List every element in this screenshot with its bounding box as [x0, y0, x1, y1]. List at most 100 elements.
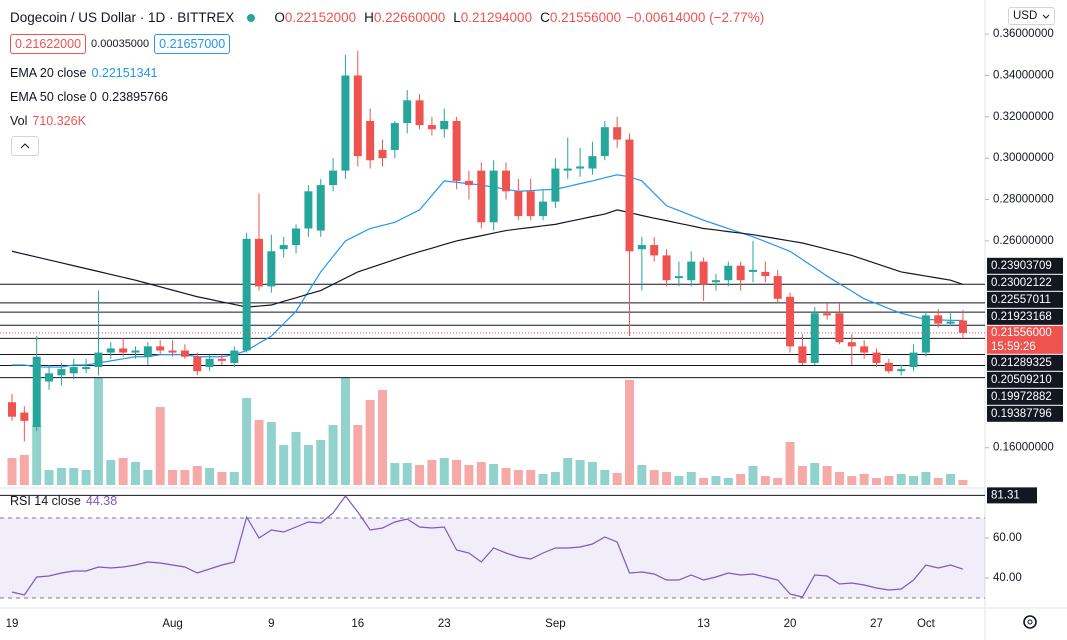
candle-body — [872, 352, 881, 363]
currency-dropdown[interactable]: USD — [1008, 7, 1056, 25]
volume-bar — [106, 460, 116, 485]
volume-bar — [921, 472, 931, 485]
candle-body — [576, 166, 585, 169]
y-tick-label: 60.00 — [993, 532, 1022, 544]
ohlc-key: L — [453, 10, 461, 25]
candle-body — [403, 100, 412, 124]
volume-bar — [711, 476, 721, 485]
ema-line — [12, 174, 963, 368]
volume-bar — [822, 466, 832, 485]
volume-bar — [600, 470, 610, 485]
volume-bar — [316, 440, 326, 485]
ohlc-value: 0.21294000 — [460, 10, 533, 25]
indicator-value: 0.22151341 — [91, 66, 158, 80]
ema50-legend: EMA 50 close 0 0.23895766 — [10, 90, 168, 104]
volume-bar — [427, 460, 437, 485]
volume-bar — [785, 442, 795, 485]
volume-bar — [859, 474, 869, 485]
candle-body — [341, 75, 350, 171]
y-tick-label: 0.34000000 — [993, 70, 1054, 82]
ask-box[interactable]: 0.21657000 — [154, 34, 231, 54]
volume-bar — [637, 465, 647, 485]
indicator-value: 0.23895766 — [101, 90, 168, 104]
volume-bar — [526, 470, 536, 485]
rsi-level-box — [987, 487, 1037, 504]
volume-bar — [340, 378, 350, 485]
candle-body — [32, 356, 41, 428]
volume-bar — [254, 420, 264, 485]
candle-body — [378, 149, 387, 159]
volume-bar — [563, 458, 573, 485]
currency-label: USD — [1013, 10, 1038, 22]
level-label-box — [987, 274, 1063, 291]
volume-bar — [501, 468, 511, 485]
ohlc-item: L0.21294000 — [453, 10, 532, 25]
rsi-level-label: 81.31 — [991, 489, 1020, 501]
candle-body — [57, 369, 66, 376]
level-label: 0.22557011 — [991, 294, 1051, 306]
volume-bar — [550, 472, 560, 485]
volume-bar — [452, 460, 462, 485]
collapse-button[interactable] — [11, 136, 39, 156]
volume-bar — [723, 478, 733, 485]
candle-body — [724, 265, 733, 281]
candle-body — [563, 168, 572, 171]
volume-bar — [933, 478, 943, 485]
candle-body — [637, 245, 646, 250]
volume-bar — [834, 472, 844, 485]
volume-legend: Vol 710.326K — [10, 114, 86, 128]
candle-body — [329, 170, 338, 186]
volume-bar — [674, 476, 684, 485]
candle-body — [909, 352, 918, 368]
x-tick-label: Aug — [162, 618, 182, 630]
volume-bar — [476, 462, 486, 485]
volume-bar — [353, 425, 363, 485]
ohlc-item: H0.22660000 — [364, 10, 445, 25]
volume-bar — [217, 472, 227, 485]
candle-body — [625, 139, 634, 252]
candle-body — [600, 127, 609, 157]
level-label-box — [987, 291, 1063, 308]
candle-body — [217, 358, 226, 361]
candle-body — [588, 156, 597, 169]
volume-bar — [946, 474, 956, 485]
settings-icon[interactable] — [1023, 615, 1037, 629]
symbol-title: Dogecoin / US Dollar · 1D · BITTREX — [10, 10, 235, 25]
y-tick-label: 0.28000000 — [993, 194, 1054, 206]
volume-bar — [439, 458, 449, 485]
candle-body — [316, 185, 325, 231]
spread: 0.00035000 — [91, 38, 150, 50]
volume-bar — [612, 473, 622, 485]
ema-line — [11, 209, 964, 308]
candle-body — [205, 358, 214, 368]
level-label-box — [987, 371, 1063, 388]
candle-body — [230, 350, 239, 363]
y-tick-label: 0.26000000 — [993, 235, 1054, 247]
ohlc-item: C0.21556000 — [540, 10, 621, 25]
volume-bar — [131, 462, 140, 485]
quote-row: 0.21622000 0.00035000 0.21657000 — [10, 34, 231, 54]
volume-bar — [279, 445, 289, 485]
x-tick-label: 19 — [6, 618, 19, 630]
legend-row: Dogecoin / US Dollar · 1D · BITTREX O0.2… — [10, 10, 764, 25]
x-tick-label: 23 — [438, 618, 451, 630]
candle-body — [353, 75, 362, 157]
candle-body — [773, 276, 782, 299]
ohlc-value: 0.21556000 — [549, 10, 622, 25]
market-status-dot — [247, 13, 256, 22]
volume-bar — [168, 470, 178, 485]
candle-body — [946, 321, 955, 324]
ohlc-value: 0.22152000 — [284, 10, 357, 25]
candle-body — [539, 201, 548, 217]
countdown-label: 15:59:26 — [991, 341, 1036, 353]
volume-bar — [797, 466, 807, 485]
volume-bar — [303, 445, 313, 485]
candle-body — [551, 168, 560, 202]
candle-body — [156, 346, 165, 351]
bid-box[interactable]: 0.21622000 — [10, 34, 87, 54]
x-tick-label: 13 — [697, 618, 710, 630]
candle-body — [390, 123, 399, 150]
ohlc-item: O0.22152000 — [274, 10, 356, 25]
volume-bar — [464, 465, 474, 485]
